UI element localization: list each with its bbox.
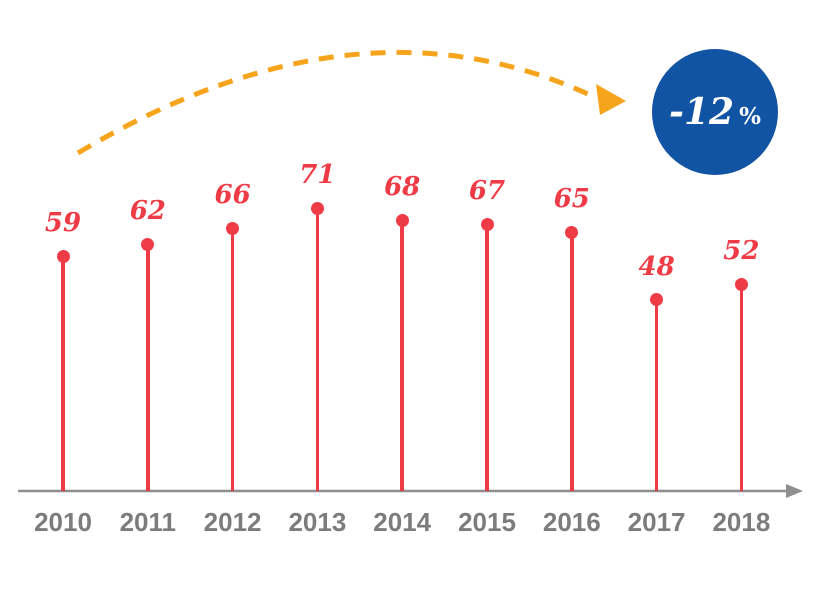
value-label: 65 <box>553 184 590 215</box>
value-label: 48 <box>638 251 675 282</box>
change-badge: -12% <box>652 49 778 175</box>
change-badge-unit: % <box>739 103 761 130</box>
lollipop-dot <box>734 277 748 291</box>
lollipop-stem <box>485 224 489 491</box>
lollipop-dot <box>650 293 664 307</box>
value-label: 62 <box>129 196 166 227</box>
lollipop-dot <box>56 249 70 263</box>
lollipop-dot <box>226 221 240 235</box>
value-label: 68 <box>384 172 421 203</box>
lollipop-dot <box>480 217 494 231</box>
x-tick-label: 2018 <box>712 507 771 537</box>
change-badge-value: -12 <box>669 91 735 133</box>
x-tick-label: 2012 <box>203 507 262 537</box>
value-label: 66 <box>214 180 251 211</box>
x-tick-label: 2010 <box>34 507 92 537</box>
lollipop-stem <box>570 232 574 491</box>
value-label: 67 <box>468 176 506 207</box>
value-label: 52 <box>723 236 760 267</box>
lollipop-stem <box>315 208 320 491</box>
change-badge-text: -12% <box>669 91 761 133</box>
lollipop-dot <box>565 225 579 239</box>
x-tick-label: 2017 <box>627 507 686 537</box>
x-tick-label: 2011 <box>119 507 176 537</box>
lollipop-stem <box>739 284 744 491</box>
trend-arrow-head-icon <box>596 84 626 115</box>
lollipop-stem <box>654 299 659 491</box>
lollipop-stem <box>400 220 404 491</box>
lollipop-stem <box>146 244 150 491</box>
lollipop-dot <box>395 213 409 227</box>
lollipop-dot <box>141 237 155 251</box>
x-tick-label: 2014 <box>373 507 432 537</box>
x-tick-label: 2015 <box>458 507 516 537</box>
trend-arrow-curve <box>76 50 592 156</box>
value-label: 59 <box>44 208 82 239</box>
value-label: 71 <box>299 160 336 191</box>
lollipop-stem <box>230 228 235 491</box>
x-tick-label: 2013 <box>288 507 347 537</box>
lollipop-dot <box>310 201 324 215</box>
lollipop-stem <box>61 256 65 491</box>
x-tick-label: 2016 <box>542 507 601 537</box>
x-axis-arrowhead-icon <box>786 484 803 498</box>
